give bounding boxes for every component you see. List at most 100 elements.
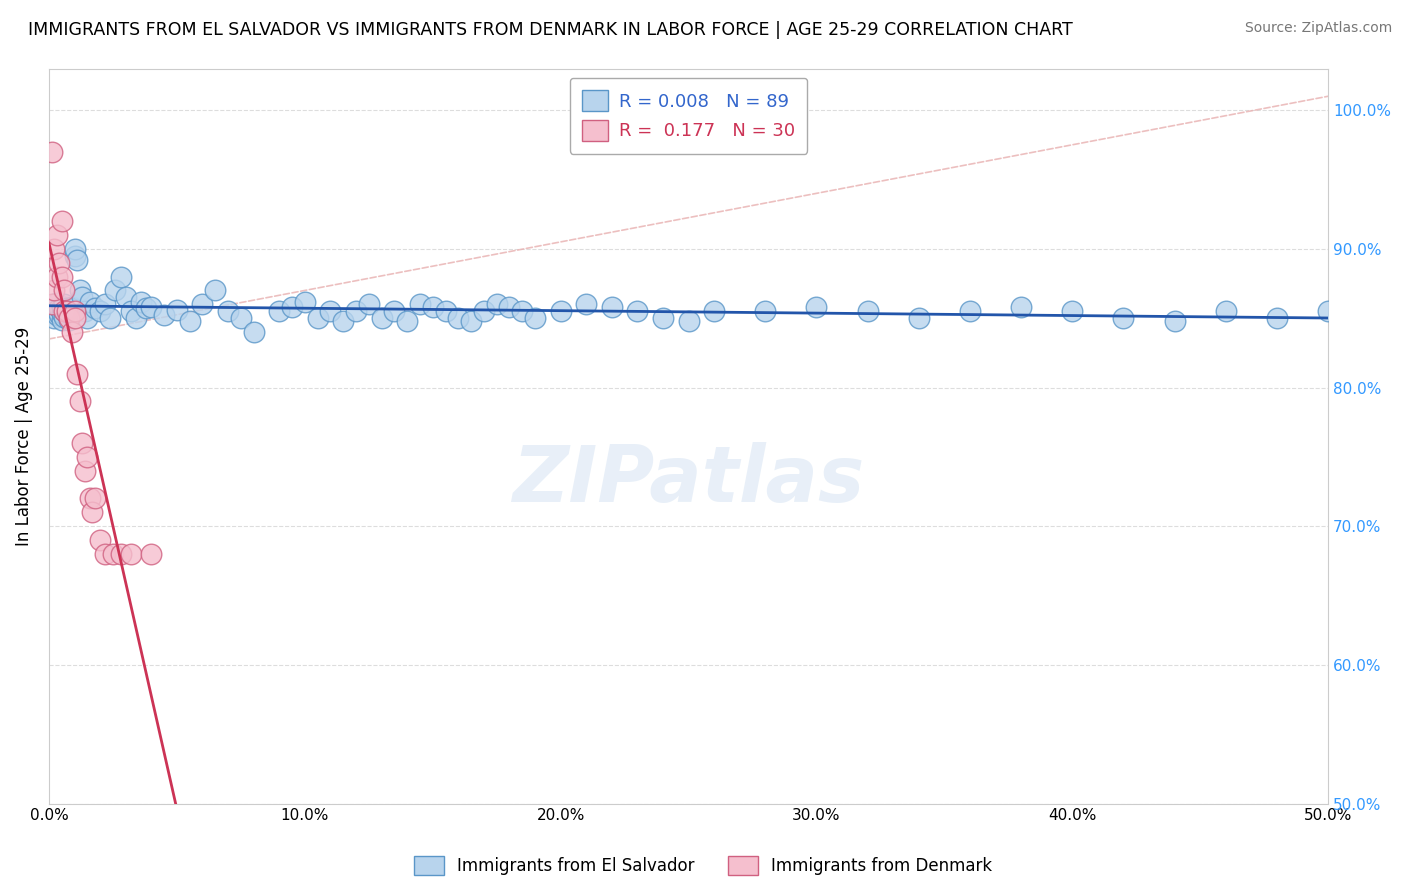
Point <box>51 300 73 314</box>
Point <box>1317 304 1340 318</box>
Point <box>281 300 304 314</box>
Point <box>135 301 157 316</box>
Point <box>56 301 79 316</box>
Point <box>332 314 354 328</box>
Point <box>703 304 725 318</box>
Point <box>110 269 132 284</box>
Point <box>357 297 380 311</box>
Point <box>179 314 201 328</box>
Point <box>48 256 70 270</box>
Point <box>51 269 73 284</box>
Point <box>678 314 700 328</box>
Point <box>58 305 80 319</box>
Point <box>42 284 65 298</box>
Point <box>56 304 79 318</box>
Point <box>100 311 122 326</box>
Point <box>60 325 83 339</box>
Point <box>76 311 98 326</box>
Text: IMMIGRANTS FROM EL SALVADOR VS IMMIGRANTS FROM DENMARK IN LABOR FORCE | AGE 25-2: IMMIGRANTS FROM EL SALVADOR VS IMMIGRANT… <box>28 21 1073 38</box>
Point <box>242 325 264 339</box>
Point <box>1215 304 1237 318</box>
Point <box>45 309 67 323</box>
Point <box>575 297 598 311</box>
Point <box>1010 300 1032 314</box>
Point <box>76 450 98 464</box>
Point <box>141 300 163 314</box>
Point <box>319 304 342 318</box>
Point <box>1112 311 1135 326</box>
Point <box>125 311 148 326</box>
Point <box>101 547 124 561</box>
Point <box>510 304 533 318</box>
Point <box>524 311 547 326</box>
Point <box>42 297 65 311</box>
Point <box>382 304 405 318</box>
Point <box>110 547 132 561</box>
Point <box>129 294 152 309</box>
Point <box>907 311 929 326</box>
Point <box>204 284 226 298</box>
Point <box>42 242 65 256</box>
Point <box>53 304 76 318</box>
Point <box>73 464 96 478</box>
Point <box>63 304 86 318</box>
Point <box>66 252 89 267</box>
Point <box>307 311 329 326</box>
Point <box>41 297 63 311</box>
Y-axis label: In Labor Force | Age 25-29: In Labor Force | Age 25-29 <box>15 326 32 546</box>
Point <box>53 284 76 298</box>
Point <box>60 300 83 314</box>
Point <box>41 300 63 314</box>
Point <box>41 302 63 317</box>
Text: Source: ZipAtlas.com: Source: ZipAtlas.com <box>1244 21 1392 35</box>
Point <box>66 367 89 381</box>
Point <box>45 269 67 284</box>
Point <box>48 307 70 321</box>
Point <box>652 311 675 326</box>
Point <box>434 304 457 318</box>
Point <box>166 302 188 317</box>
Point <box>53 297 76 311</box>
Point <box>53 310 76 324</box>
Point <box>217 304 239 318</box>
Point <box>120 304 142 318</box>
Point <box>153 309 176 323</box>
Point <box>191 297 214 311</box>
Point <box>58 312 80 326</box>
Point <box>269 304 291 318</box>
Text: ZIPatlas: ZIPatlas <box>512 442 865 518</box>
Point <box>84 301 107 316</box>
Point <box>82 505 104 519</box>
Point <box>89 304 111 318</box>
Point <box>370 311 392 326</box>
Point <box>56 307 79 321</box>
Point <box>42 304 65 318</box>
Point <box>485 297 508 311</box>
Point <box>114 290 136 304</box>
Point <box>63 249 86 263</box>
Point <box>69 284 91 298</box>
Legend: R = 0.008   N = 89, R =  0.177   N = 30: R = 0.008 N = 89, R = 0.177 N = 30 <box>569 78 807 153</box>
Point <box>41 145 63 159</box>
Point <box>229 311 252 326</box>
Point <box>396 314 419 328</box>
Point <box>70 436 93 450</box>
Point <box>53 304 76 318</box>
Point <box>45 296 67 310</box>
Point <box>51 305 73 319</box>
Point <box>51 312 73 326</box>
Point <box>806 300 828 314</box>
Point <box>94 297 117 311</box>
Point <box>754 304 776 318</box>
Point <box>472 304 495 318</box>
Point <box>42 311 65 326</box>
Point <box>94 547 117 561</box>
Point <box>120 547 142 561</box>
Point <box>63 242 86 256</box>
Point <box>294 294 316 309</box>
Point <box>1062 304 1084 318</box>
Point <box>84 491 107 506</box>
Point <box>70 290 93 304</box>
Point <box>51 214 73 228</box>
Point <box>959 304 981 318</box>
